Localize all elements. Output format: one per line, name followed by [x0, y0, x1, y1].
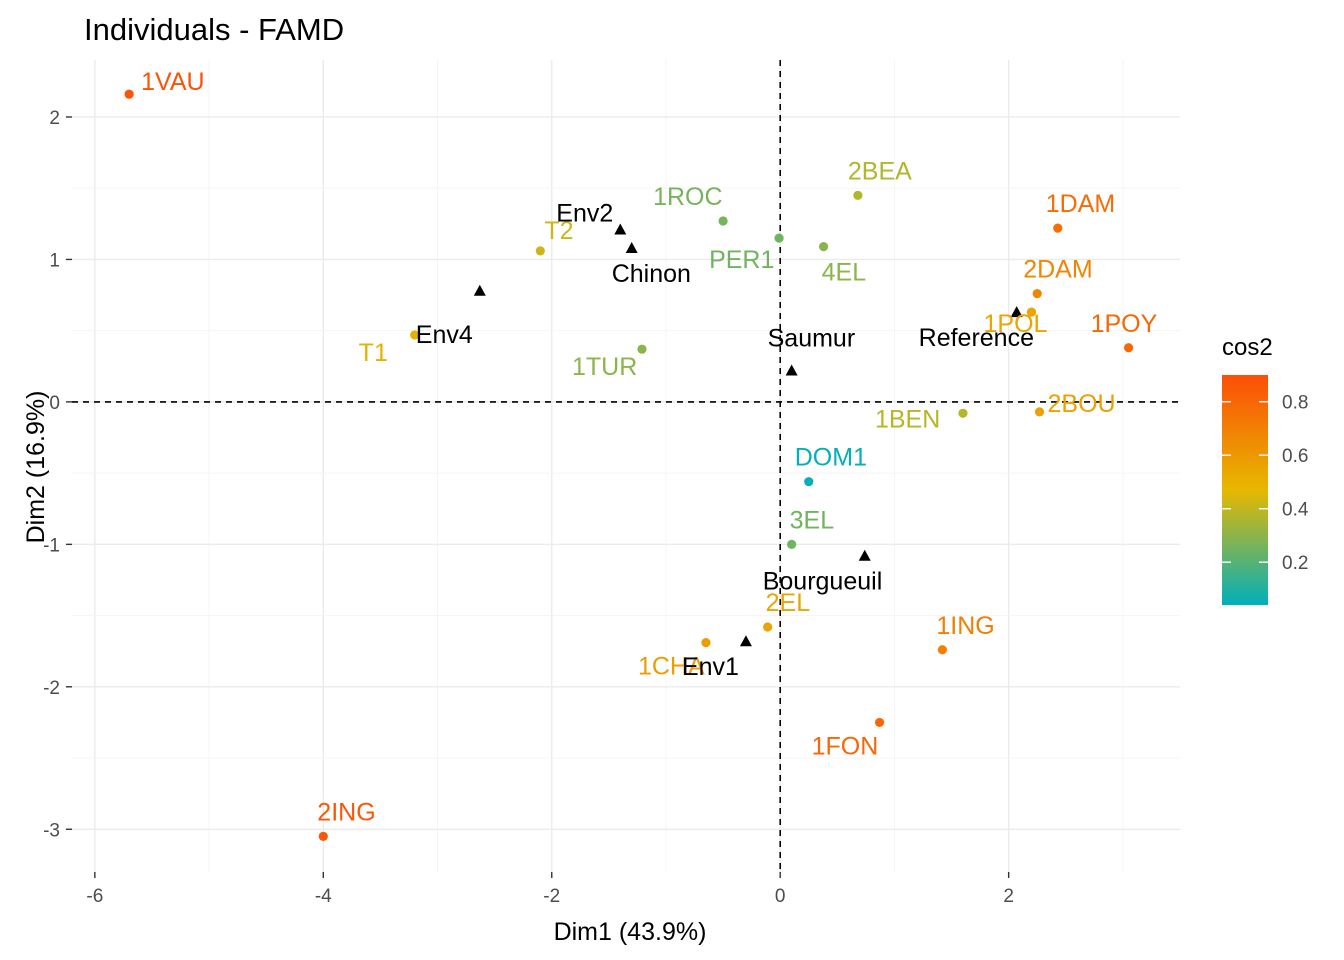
individual-point: [937, 645, 948, 655]
individual-point: [701, 638, 711, 648]
legend-tick-label: 0.4: [1282, 500, 1309, 521]
supplementary-label: Bourgueuil: [763, 568, 883, 596]
legend-tick-label: 0.6: [1282, 446, 1308, 467]
legend-tick-label: 0.8: [1282, 393, 1308, 414]
individual-point: [1034, 407, 1045, 417]
y-tick-label: -3: [43, 820, 60, 841]
reference-lines: [72, 60, 1180, 872]
x-tick-label: 2: [1003, 886, 1014, 907]
individual-label: 1FON: [812, 732, 879, 760]
individual-point: [1123, 343, 1134, 353]
individual-point: [1026, 307, 1037, 317]
individual-label: 1ROC: [653, 183, 722, 211]
supplementary-label: Env4: [416, 321, 473, 349]
individual-point: [819, 242, 829, 252]
x-tick-label: -2: [543, 886, 560, 907]
legend-ticks: 0.2 0.4 0.6 0.8: [1222, 393, 1309, 574]
supplementary-label: Saumur: [768, 325, 856, 353]
y-axis-title: Dim2 (16.9%): [22, 391, 50, 544]
individual-label: 1BEN: [875, 405, 940, 433]
x-tick-label: -6: [86, 886, 103, 907]
supplementary-triangle: [1010, 306, 1023, 318]
individual-point: [874, 717, 885, 728]
legend: cos2 0.2 0.4 0.6 0.8: [1222, 334, 1309, 605]
y-tick-label: 2: [49, 108, 60, 129]
individual-label: 1DAM: [1046, 190, 1115, 218]
supplementary-triangle: [785, 364, 798, 376]
individual-label: 1CHA: [638, 653, 705, 681]
individual-point: [637, 344, 647, 354]
x-axis-title: Dim1 (43.9%): [554, 918, 707, 946]
individual-label: 1VAU: [141, 68, 204, 96]
grid: [72, 60, 1180, 872]
supplementary-label: Env1: [682, 653, 739, 681]
supplementary-triangle: [614, 223, 627, 235]
axis-ticks: -6 -4 -2 0 2 -3 -2 -1 0 1 2: [43, 108, 1014, 907]
individual-label: 1POY: [1091, 310, 1158, 338]
individual-label: 2DAM: [1023, 256, 1092, 284]
individual-label: 2BEA: [848, 157, 912, 185]
individual-point: [318, 831, 328, 841]
individual-label: 4EL: [822, 259, 867, 287]
individual-label: 1ING: [936, 612, 994, 640]
individual-point: [535, 246, 545, 256]
individual-label: 2BOU: [1048, 390, 1116, 418]
individual-label: 3EL: [790, 506, 835, 534]
individual-point: [774, 233, 784, 243]
y-tick-label: 1: [49, 250, 60, 271]
individual-label: 1TUR: [572, 353, 637, 381]
individual-label: 2ING: [317, 798, 375, 826]
y-tick-label: 0: [49, 393, 60, 414]
legend-tick-label: 0.2: [1282, 553, 1308, 574]
individual-label: 2EL: [766, 589, 811, 617]
individual-label: T1: [359, 339, 388, 367]
individual-point: [1032, 289, 1042, 299]
individual-point: [853, 190, 863, 200]
plot-points: [124, 89, 1134, 841]
supplementary-label: Chinon: [612, 260, 691, 288]
supplementary-triangle: [625, 242, 638, 254]
individual-label: 1POL: [984, 310, 1048, 338]
individual-label: DOM1: [795, 444, 867, 472]
individual-point: [1053, 223, 1063, 233]
legend-title: cos2: [1222, 334, 1273, 361]
x-tick-label: 0: [775, 886, 786, 907]
chart-title: Individuals - FAMD: [84, 12, 344, 47]
supplementary-triangle: [858, 549, 871, 561]
supplementary-triangle: [739, 635, 752, 647]
individual-point: [718, 216, 728, 226]
supplementary-label: Env2: [556, 200, 613, 228]
legend-colorbar: [1222, 375, 1268, 605]
individual-label: T2: [544, 217, 573, 245]
individual-point: [124, 89, 134, 99]
individual-point: [787, 539, 797, 549]
supplementary-label: Reference: [919, 324, 1034, 352]
point-labels: 1VAU 2BEA 1ROC PER1 4EL 1DAM T2 2DAM 1POY 1POL T1 1…: [141, 68, 1158, 826]
supplementary-triangle: [473, 284, 486, 296]
individual-point: [804, 477, 814, 487]
individual-label: PER1: [709, 246, 774, 274]
y-tick-label: -1: [43, 535, 60, 556]
individual-point: [410, 330, 420, 340]
x-tick-label: -4: [315, 886, 332, 907]
individual-point: [958, 408, 968, 418]
individual-point: [763, 622, 773, 632]
y-tick-label: -2: [43, 678, 60, 699]
